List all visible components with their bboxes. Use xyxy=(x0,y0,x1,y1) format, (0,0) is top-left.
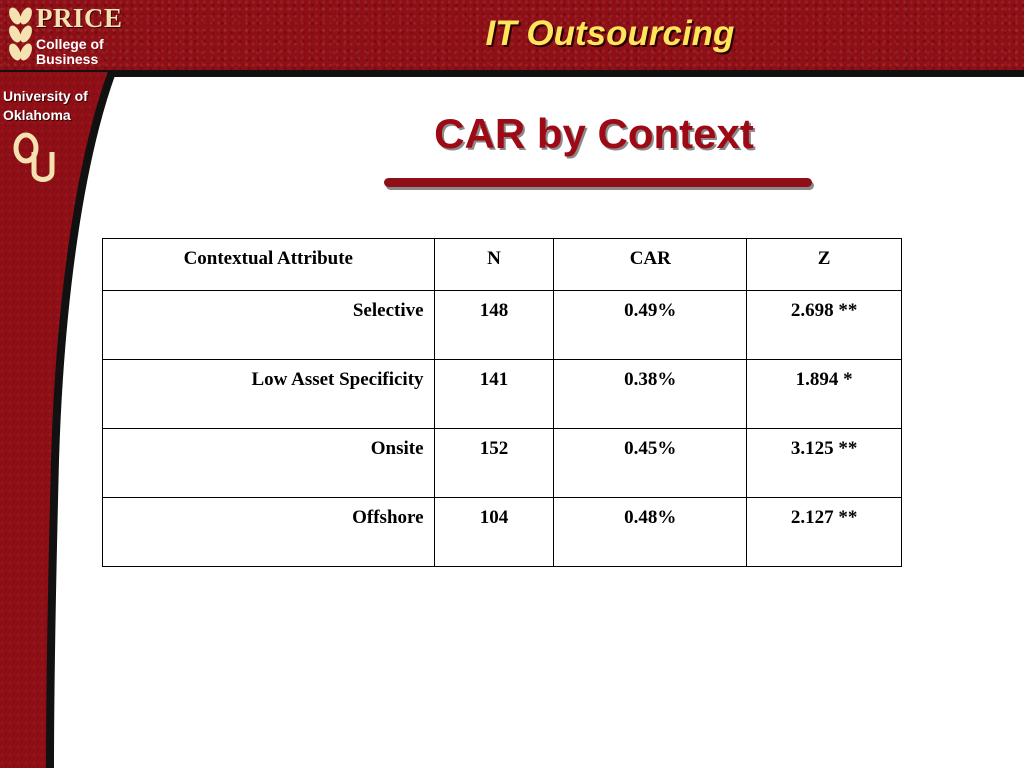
slide-title: IT Outsourcing xyxy=(485,14,735,53)
logo-college-line2: Business xyxy=(36,51,99,67)
cell-n: 141 xyxy=(433,359,555,429)
cell-n: 104 xyxy=(433,497,555,567)
cell-z: 2.698 ** xyxy=(746,290,902,360)
table-header-row: Contextual Attribute N CAR Z xyxy=(102,238,902,291)
table-row: Low Asset Specificity 141 0.38% 1.894 * xyxy=(102,359,902,429)
cell-attribute: Low Asset Specificity xyxy=(102,359,435,429)
page-title: CAR by Context xyxy=(434,110,754,157)
cell-z: 2.127 ** xyxy=(746,497,902,567)
cell-attribute: Offshore xyxy=(102,497,435,567)
top-banner-rule xyxy=(0,70,1024,77)
wheat-leaf-icon xyxy=(9,7,32,61)
university-line2: Oklahoma xyxy=(3,107,71,123)
university-line1: University of xyxy=(3,88,88,104)
table-row: Onsite 152 0.45% 3.125 ** xyxy=(102,428,902,498)
cell-car: 0.38% xyxy=(553,359,748,429)
logo-college: College of Business xyxy=(36,37,104,67)
cell-attribute: Onsite xyxy=(102,428,435,498)
university-name: University of Oklahoma xyxy=(3,87,88,125)
table-row: Selective 148 0.49% 2.698 ** xyxy=(102,290,902,360)
column-header-z: Z xyxy=(746,238,902,291)
results-table: Contextual Attribute N CAR Z Selective 1… xyxy=(102,238,902,567)
column-header-car: CAR xyxy=(553,238,748,291)
cell-n: 152 xyxy=(433,428,555,498)
column-header-n: N xyxy=(433,238,555,291)
cell-z: 1.894 * xyxy=(746,359,902,429)
table-row: Offshore 104 0.48% 2.127 ** xyxy=(102,497,902,567)
cell-n: 148 xyxy=(433,290,555,360)
logo-price: PRICE xyxy=(36,3,123,33)
cell-car: 0.48% xyxy=(553,497,748,567)
logo-college-line1: College of xyxy=(36,36,104,52)
cell-attribute: Selective xyxy=(102,290,435,360)
ou-logo-icon: OU xyxy=(13,132,55,182)
cell-car: 0.49% xyxy=(553,290,748,360)
cell-z: 3.125 ** xyxy=(746,428,902,498)
top-banner xyxy=(0,0,1024,72)
cell-car: 0.45% xyxy=(553,428,748,498)
column-header-attribute: Contextual Attribute xyxy=(102,238,435,291)
heading-underline xyxy=(384,178,812,187)
